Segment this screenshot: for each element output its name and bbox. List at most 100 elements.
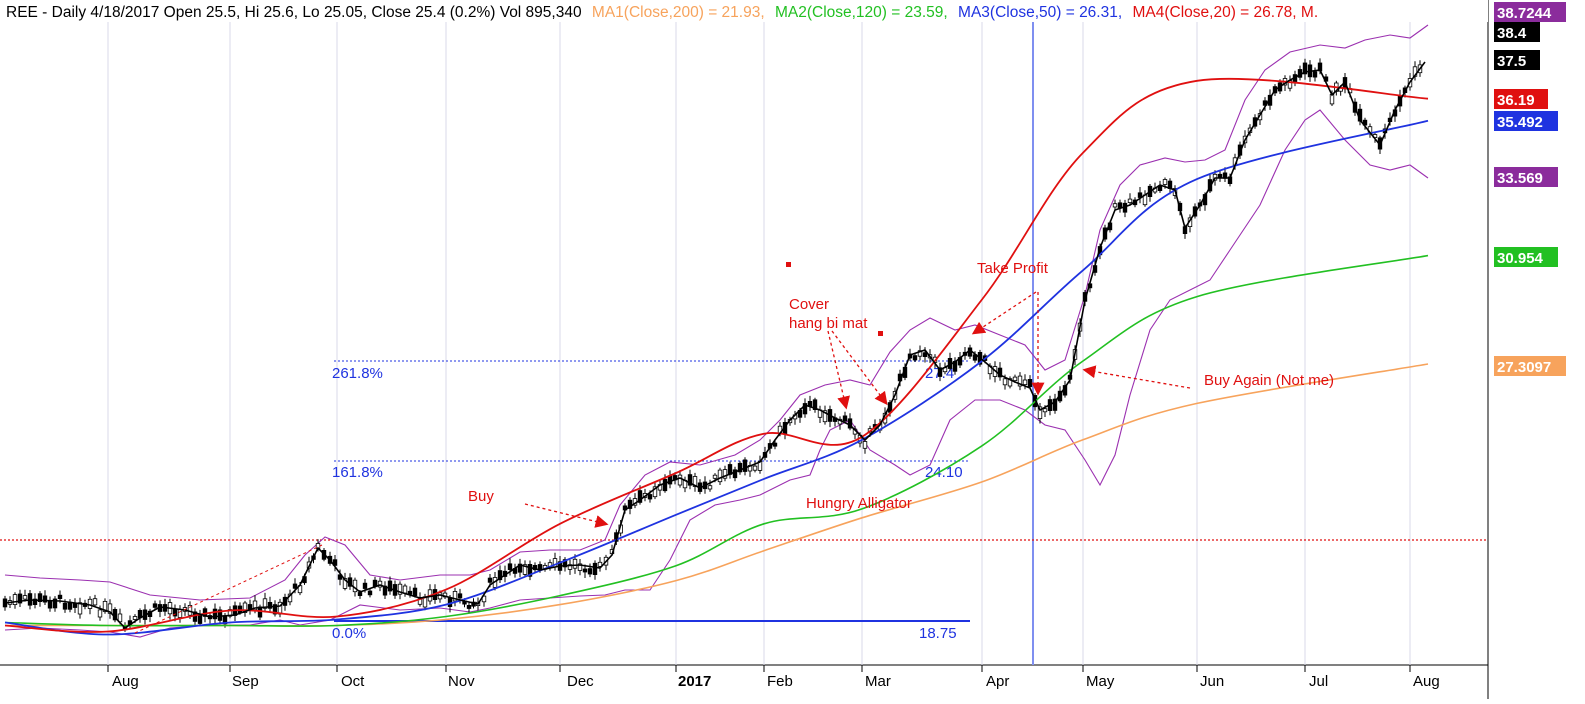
candle-body [267,602,273,609]
candle-body [262,598,268,609]
candle-body [822,410,828,423]
fib-price-0: 18.75 [919,625,957,642]
candle-body [377,580,383,588]
time-axis-label: Apr [986,673,1009,690]
candle-body [457,593,463,599]
candle-body [582,568,588,573]
price-label-box [1494,167,1558,187]
annotation-hungry-alligator: Hungry Alligator [806,495,912,512]
candle-body [481,595,487,603]
candle-body [47,600,53,609]
annotation-hang-bi-mat: hang bi mat [789,315,868,332]
candle-body [132,616,138,620]
candle-body [802,403,808,415]
candle-body [732,469,738,479]
marker-square-2 [878,331,883,336]
candle-body [517,563,523,573]
time-axis-label: Nov [448,673,475,690]
price-label-text: 36.19 [1497,92,1535,109]
header-ma2: MA2(Close,120) = 23.59, [775,4,948,21]
candle-body [1157,185,1163,191]
price-line [4,61,1426,630]
candle-body [1302,62,1308,75]
breakout-trend-line [134,544,323,634]
candle-body [752,465,758,471]
candle-body [97,609,103,618]
candle-body [342,578,348,589]
cover-arrow-2 [831,330,888,406]
candle-body [1007,378,1013,387]
price-label-box [1494,2,1566,22]
candle-body [177,609,183,618]
candle-body [402,585,408,594]
candle-body [597,561,603,567]
candle-body [862,441,868,449]
time-axis-labels: Aug Sep Oct Nov Dec 2017 Feb Mar Apr May Jun Jul Aug [112,673,1440,690]
candle-body [17,593,23,604]
candle-body [62,602,68,610]
candle-body [737,462,743,473]
fib-label-0: 0.0% [332,625,366,642]
price-label-text: 38.7244 [1497,5,1552,22]
candle-body [772,442,778,447]
time-axis-label: Aug [1413,673,1440,690]
candle-body [497,570,503,581]
marker-square-1 [786,262,791,267]
fib-price-161: 24.10 [925,464,963,481]
buy-arrow [524,503,609,528]
candle-body [527,564,533,577]
candle-body [1042,408,1048,413]
candle-body [677,474,683,486]
header-ma1: MA1(Close,200) = 21.93, [592,4,765,21]
candle-body [1052,398,1058,411]
candle-body [587,568,593,575]
candle-body [52,598,58,609]
candle-body [367,590,373,596]
candle-body [12,594,18,605]
candle-body [22,595,28,600]
candle-body [577,563,583,571]
candle-body [466,605,472,609]
candle-body [37,593,43,603]
header-ma4: MA4(Close,20) = 26.78, M. [1132,4,1318,21]
candle-body [917,350,923,357]
annotation-take-profit: Take Profit [977,260,1049,277]
bollinger-upper-band [4,24,1429,601]
price-label-box [1494,50,1540,70]
cover-arrow-1 [827,330,850,410]
candle-body [637,490,643,503]
time-axis-label: Feb [767,673,793,690]
candle-body [242,602,248,614]
price-label-box [1494,247,1558,267]
candle-body [197,614,203,624]
annotation-cover: Cover [789,296,829,313]
candle-body [1017,375,1023,387]
candle-body [32,598,38,605]
time-axis-label: Aug [112,673,139,690]
candle-body [1162,179,1168,185]
candle-body [652,486,658,498]
candle-body [742,459,748,472]
candle-body [842,415,848,422]
candle-body [362,582,368,589]
annotation-arrows [134,291,1191,634]
header-background [0,0,1488,22]
candle-body [1002,378,1008,386]
price-label-text: 33.569 [1497,170,1543,187]
candle-body [102,601,108,612]
candle-body [687,474,693,486]
candle-body [57,594,63,600]
candle-body [1127,198,1133,204]
candle-body [1027,378,1033,388]
header-symbol-info: REE - Daily 4/18/2017 Open 25.5, Hi 25.6… [6,4,582,21]
ma120-line [4,254,1429,627]
candle-body [1022,379,1028,385]
candle-body [292,583,298,589]
price-label-text: 30.954 [1497,250,1544,267]
candle-body [722,469,728,479]
candle-body [812,399,818,410]
candle-body [647,494,653,500]
candle-body [412,587,418,596]
time-axis-label: Jun [1200,673,1224,690]
